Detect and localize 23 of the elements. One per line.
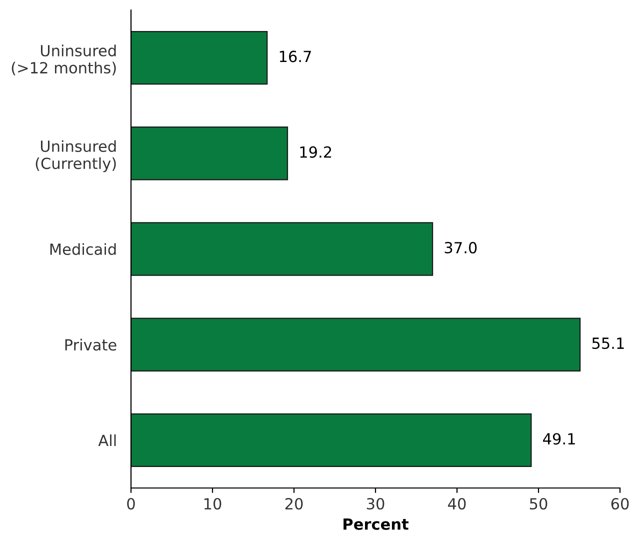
data-label: 37.0 (444, 242, 477, 254)
x-tick-label: 10 (204, 498, 222, 510)
data-label: 16.7 (280, 50, 311, 62)
y-tick-label: Uninsured (Currently) (36, 140, 116, 172)
x-tick-label: 50 (530, 498, 548, 510)
x-tick-label: 20 (285, 498, 303, 510)
bar (131, 126, 288, 180)
bar (131, 30, 268, 85)
bar (131, 318, 581, 372)
data-label: 49.1 (543, 433, 575, 445)
y-tick-label: All (98, 434, 116, 446)
y-tick-label: Medicaid (50, 243, 116, 256)
bar (131, 413, 532, 468)
x-tick-label: 0 (127, 498, 135, 510)
bar (131, 222, 434, 276)
x-axis-title: Percent (344, 518, 408, 530)
x-tick-label: 30 (366, 498, 384, 510)
x-tick-label: 60 (611, 498, 629, 510)
data-label: 19.2 (300, 146, 332, 158)
y-tick-label: Uninsured (>12 months) (12, 44, 116, 76)
y-tick-label: Private (65, 338, 116, 351)
x-tick-label: 40 (448, 498, 466, 510)
data-label: 55.1 (592, 338, 624, 350)
